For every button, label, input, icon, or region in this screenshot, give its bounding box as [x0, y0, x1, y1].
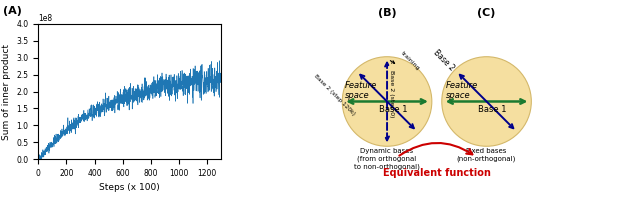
Text: Base 2: Base 2	[432, 48, 456, 72]
Text: 1e8: 1e8	[38, 14, 52, 22]
Text: training: training	[400, 50, 421, 71]
X-axis label: Steps (x 100): Steps (x 100)	[99, 183, 160, 192]
Circle shape	[342, 57, 432, 146]
Text: Feature
space: Feature space	[445, 81, 478, 100]
Text: Base 2 (step 0): Base 2 (step 0)	[389, 70, 394, 117]
Text: Equivalent function: Equivalent function	[383, 168, 491, 178]
Text: Fixed bases
(non-orthogonal): Fixed bases (non-orthogonal)	[457, 148, 516, 162]
FancyArrowPatch shape	[399, 143, 472, 156]
Text: Base 1: Base 1	[478, 105, 507, 114]
Text: Base 2 (step 120k): Base 2 (step 120k)	[313, 73, 356, 116]
Text: Feature
space: Feature space	[345, 81, 378, 100]
Text: (B): (B)	[378, 8, 396, 18]
Circle shape	[442, 57, 531, 146]
Text: Dynamic bases
(from orthogonal
to non-orthogonal): Dynamic bases (from orthogonal to non-or…	[354, 148, 420, 170]
Y-axis label: Sum of inner product: Sum of inner product	[2, 44, 11, 139]
Text: (C): (C)	[477, 8, 496, 18]
Text: (A): (A)	[3, 6, 22, 16]
Text: Base 1: Base 1	[379, 105, 407, 114]
